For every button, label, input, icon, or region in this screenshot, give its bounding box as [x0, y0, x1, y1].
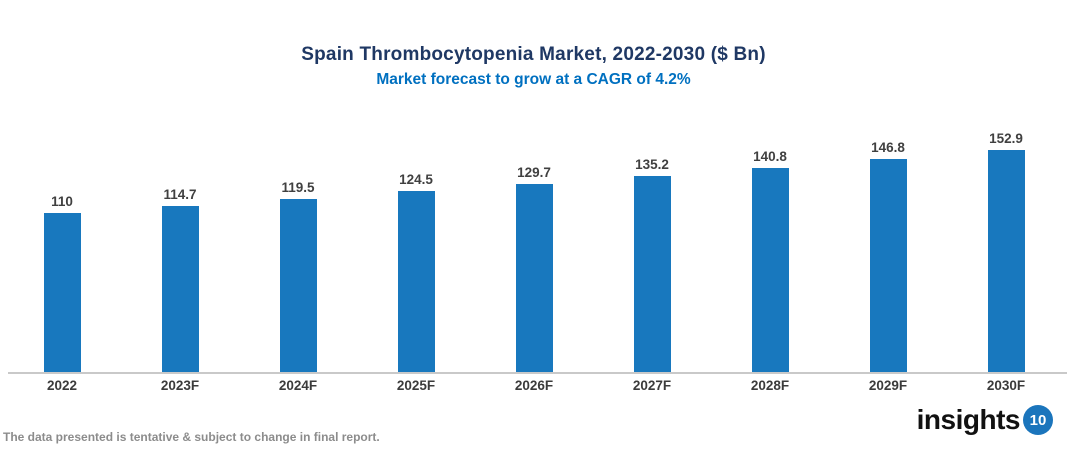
- bar-column-2028F: 140.8: [711, 120, 829, 373]
- bar-value-label-2028F: 140.8: [753, 148, 787, 164]
- x-axis-label-2027F: 2027F: [632, 378, 672, 393]
- x-axis-label-2028F: 2028F: [750, 378, 790, 393]
- bar-column-2023F: 114.7: [121, 120, 239, 373]
- bar-column-2029F: 146.8: [829, 120, 947, 373]
- x-axis-line: [8, 372, 1067, 374]
- bar-2027F: [633, 175, 671, 373]
- x-axis-labels: 2022 2023F 2024F 2025F 2026F 2027F 2028F 2029F 2…: [3, 378, 1065, 393]
- bar-value-label-2026F: 129.7: [517, 164, 551, 180]
- x-axis-label-2022: 2022: [46, 378, 78, 393]
- bar-value-label-2022: 110: [51, 193, 73, 209]
- plot-area: 110 114.7 119.5 124.5 129.7 135.2 140.8 146.8 15…: [3, 120, 1065, 373]
- logo-wordmark: insights: [916, 404, 1021, 435]
- disclaimer-text: The data presented is tentative & subjec…: [3, 430, 380, 444]
- x-axis-label-2026F: 2026F: [514, 378, 554, 393]
- insights10-logo: insights 10: [917, 404, 1053, 436]
- x-axis-label-2030F: 2030F: [986, 378, 1026, 393]
- chart-subtitle: Market forecast to grow at a CAGR of 4.2…: [376, 71, 691, 88]
- bar-column-2027F: 135.2: [593, 120, 711, 373]
- x-axis-label-2023F: 2023F: [160, 378, 200, 393]
- bar-column-2024F: 119.5: [239, 120, 357, 373]
- bar-column-2030F: 152.9: [947, 120, 1065, 373]
- bar-value-label-2023F: 114.7: [163, 186, 197, 202]
- bar-column-2025F: 124.5: [357, 120, 475, 373]
- bar-2023F: [161, 205, 199, 373]
- bar-2024F: [279, 198, 317, 373]
- bar-value-label-2030F: 152.9: [989, 131, 1023, 146]
- x-axis-label-2025F: 2025F: [396, 378, 436, 393]
- bar-2028F: [751, 167, 789, 373]
- bar-column-2026F: 129.7: [475, 120, 593, 373]
- bar-value-label-2024F: 119.5: [281, 179, 315, 195]
- bar-column-2022: 110: [3, 120, 121, 373]
- x-axis-label-2024F: 2024F: [278, 378, 318, 393]
- bar-2022: [43, 212, 81, 373]
- bar-value-label-2025F: 124.5: [399, 172, 433, 188]
- bar-value-label-2029F: 146.8: [871, 139, 905, 155]
- chart-title: Spain Thrombocytopenia Market, 2022-2030…: [301, 44, 766, 65]
- bar-2029F: [869, 158, 907, 373]
- bar-value-label-2027F: 135.2: [635, 156, 669, 172]
- x-axis-label-2029F: 2029F: [868, 378, 908, 393]
- logo-badge-circle-icon: 10: [1023, 405, 1053, 435]
- bar-2026F: [515, 183, 553, 373]
- bar-2030F: [987, 150, 1025, 373]
- bar-2025F: [397, 191, 435, 373]
